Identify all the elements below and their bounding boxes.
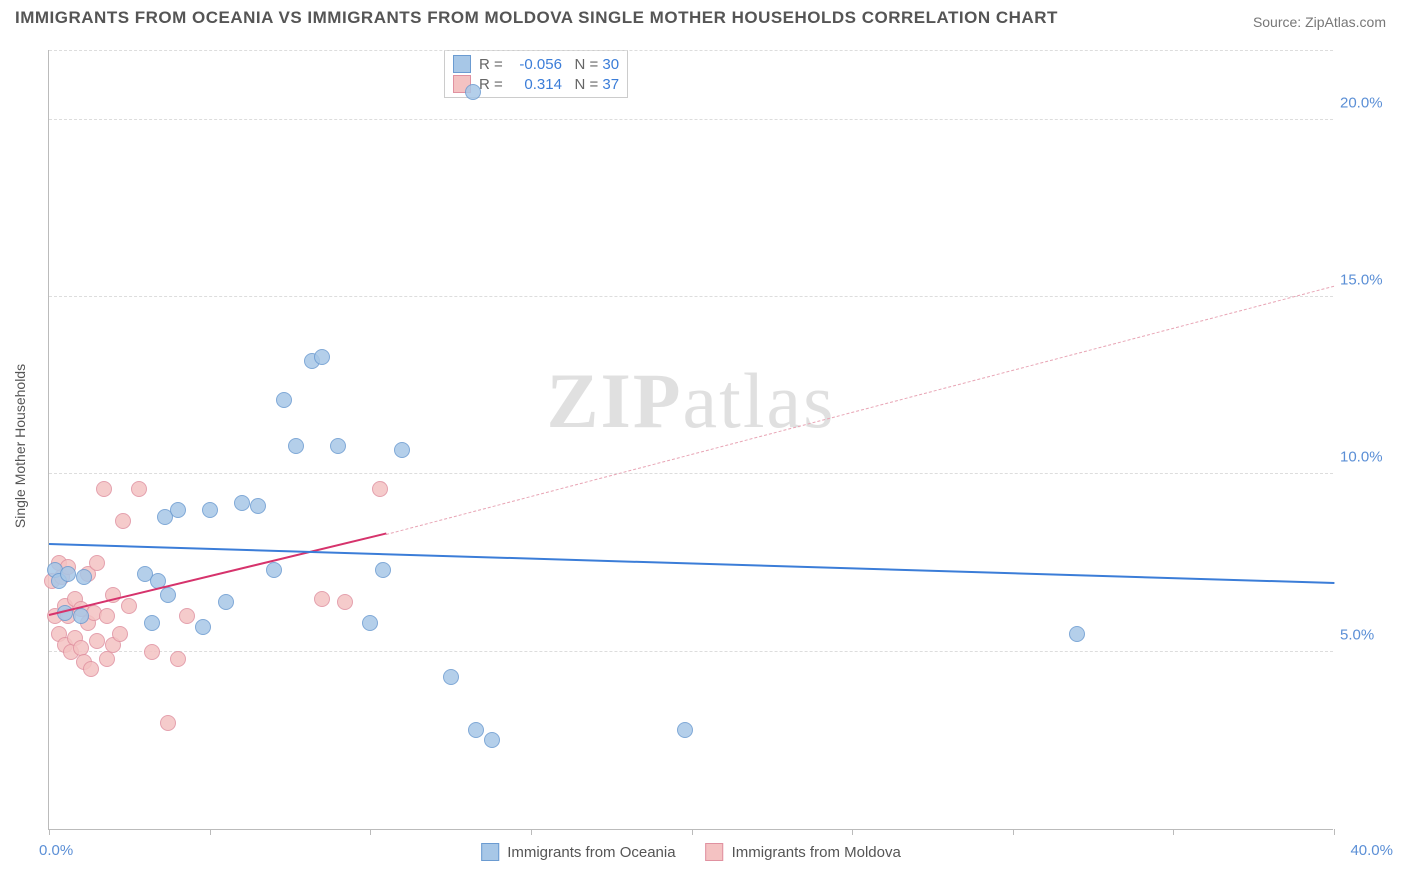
x-tick bbox=[210, 829, 211, 835]
data-point bbox=[465, 84, 481, 100]
legend-text: R = -0.056 N = 30 bbox=[479, 56, 619, 73]
gridline bbox=[49, 473, 1333, 474]
legend-item: Immigrants from Moldova bbox=[706, 843, 901, 861]
data-point bbox=[484, 732, 500, 748]
x-axis-max-label: 40.0% bbox=[1350, 842, 1393, 859]
data-point bbox=[160, 715, 176, 731]
legend-label: Immigrants from Oceania bbox=[507, 844, 675, 861]
trend-line bbox=[49, 543, 1334, 584]
x-tick bbox=[1013, 829, 1014, 835]
x-tick bbox=[1173, 829, 1174, 835]
data-point bbox=[234, 495, 250, 511]
data-point bbox=[121, 598, 137, 614]
data-point bbox=[375, 562, 391, 578]
data-point bbox=[76, 569, 92, 585]
data-point bbox=[89, 555, 105, 571]
data-point bbox=[1069, 626, 1085, 642]
data-point bbox=[218, 594, 234, 610]
legend-label: Immigrants from Moldova bbox=[732, 844, 901, 861]
x-tick bbox=[49, 829, 50, 835]
data-point bbox=[677, 722, 693, 738]
data-point bbox=[170, 651, 186, 667]
data-point bbox=[99, 651, 115, 667]
data-point bbox=[160, 587, 176, 603]
gridline bbox=[49, 651, 1333, 652]
data-point bbox=[288, 438, 304, 454]
data-point bbox=[170, 502, 186, 518]
data-point bbox=[144, 644, 160, 660]
data-point bbox=[115, 513, 131, 529]
data-point bbox=[60, 566, 76, 582]
x-tick bbox=[1334, 829, 1335, 835]
x-tick bbox=[692, 829, 693, 835]
legend-text: R = 0.314 N = 37 bbox=[479, 76, 619, 93]
data-point bbox=[394, 442, 410, 458]
gridline bbox=[49, 119, 1333, 120]
data-point bbox=[179, 608, 195, 624]
legend-swatch bbox=[481, 843, 499, 861]
source-label: Source: ZipAtlas.com bbox=[1253, 14, 1386, 30]
data-point bbox=[83, 661, 99, 677]
data-point bbox=[468, 722, 484, 738]
y-tick-label: 20.0% bbox=[1340, 94, 1395, 111]
watermark: ZIPatlas bbox=[547, 356, 836, 446]
data-point bbox=[89, 633, 105, 649]
x-tick bbox=[370, 829, 371, 835]
legend-swatch bbox=[706, 843, 724, 861]
gridline bbox=[49, 296, 1333, 297]
data-point bbox=[96, 481, 112, 497]
data-point bbox=[362, 615, 378, 631]
trend-line bbox=[386, 286, 1334, 535]
data-point bbox=[330, 438, 346, 454]
data-point bbox=[195, 619, 211, 635]
legend-row: R = -0.056 N = 30 bbox=[453, 54, 619, 74]
data-point bbox=[131, 481, 147, 497]
data-point bbox=[99, 608, 115, 624]
y-tick-label: 5.0% bbox=[1340, 626, 1395, 643]
data-point bbox=[443, 669, 459, 685]
x-tick bbox=[852, 829, 853, 835]
gridline bbox=[49, 50, 1333, 51]
data-point bbox=[314, 349, 330, 365]
legend-item: Immigrants from Oceania bbox=[481, 843, 675, 861]
x-axis-min-label: 0.0% bbox=[39, 842, 73, 859]
data-point bbox=[372, 481, 388, 497]
x-tick bbox=[531, 829, 532, 835]
data-point bbox=[314, 591, 330, 607]
y-axis-label: Single Mother Households bbox=[12, 364, 28, 528]
data-point bbox=[112, 626, 128, 642]
y-tick-label: 15.0% bbox=[1340, 272, 1395, 289]
data-point bbox=[73, 608, 89, 624]
y-tick-label: 10.0% bbox=[1340, 449, 1395, 466]
data-point bbox=[266, 562, 282, 578]
legend-swatch bbox=[453, 55, 471, 73]
data-point bbox=[250, 498, 266, 514]
data-point bbox=[202, 502, 218, 518]
data-point bbox=[144, 615, 160, 631]
data-point bbox=[337, 594, 353, 610]
data-point bbox=[276, 392, 292, 408]
chart-title: IMMIGRANTS FROM OCEANIA VS IMMIGRANTS FR… bbox=[15, 8, 1058, 28]
chart-plot-area: ZIPatlas 0.0% 40.0% R = -0.056 N = 30R =… bbox=[48, 50, 1333, 830]
series-legend: Immigrants from Oceania Immigrants from M… bbox=[481, 843, 901, 861]
